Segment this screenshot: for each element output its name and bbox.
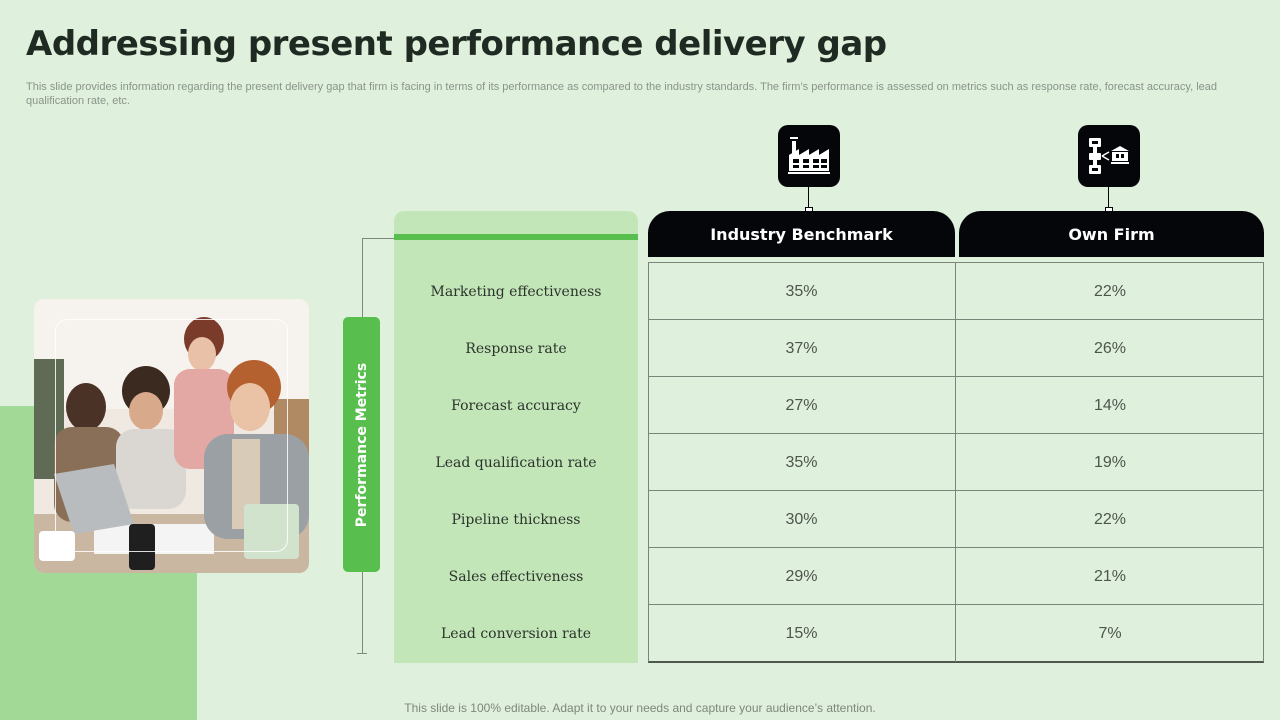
benchmark-value: 27% [785, 396, 818, 414]
metric-label: Marketing effectiveness [430, 283, 602, 300]
own-firm-value: 14% [1093, 396, 1127, 414]
metric-label: Response rate [465, 340, 567, 357]
metric-label: Lead qualification rate [435, 454, 597, 471]
performance-metrics-label: Performance Metrics [343, 317, 380, 572]
bracket-line-top [362, 238, 394, 239]
table-row-divider [648, 433, 1264, 434]
table-row-divider [648, 490, 1264, 491]
benchmark-connector [808, 187, 809, 207]
table-row-divider [648, 376, 1264, 377]
own-firm-value: 22% [1093, 282, 1127, 300]
benchmark-value: 35% [785, 453, 818, 471]
metrics-column [394, 211, 638, 663]
own-firm-value: 21% [1093, 567, 1127, 585]
footer-note: This slide is 100% editable. Adapt it to… [404, 701, 876, 715]
own-firm-value: 19% [1093, 453, 1127, 471]
comparison-table [648, 262, 1264, 663]
metric-label: Lead conversion rate [440, 625, 592, 642]
table-column-divider [955, 262, 956, 662]
benchmark-value: 15% [785, 624, 818, 642]
team-photo [34, 299, 309, 573]
header-industry-benchmark: Industry Benchmark [648, 211, 955, 257]
performance-metrics-text: Performance Metrics [353, 362, 370, 527]
page-subtitle: This slide provides information regardin… [26, 81, 1217, 107]
benchmark-value: 29% [785, 567, 818, 585]
benchmark-value: 37% [785, 339, 818, 357]
factory-icon [788, 137, 830, 174]
own-firm-value: 26% [1093, 339, 1127, 357]
photo-frame [55, 319, 288, 552]
metric-label: Forecast accuracy [451, 397, 581, 414]
table-row-divider [648, 547, 1264, 548]
own-firm-icon-box [1078, 125, 1140, 187]
metric-label: Pipeline thickness [451, 511, 581, 528]
benchmark-value: 30% [785, 510, 818, 528]
header-own-firm: Own Firm [959, 211, 1264, 257]
industry-benchmark-icon-box [778, 125, 840, 187]
supply-chain-icon [1089, 138, 1129, 174]
bracket-line-foot [357, 653, 367, 654]
metrics-accent-bar [394, 234, 638, 240]
own-firm-value: 7% [1098, 624, 1122, 642]
own-firm-connector [1108, 187, 1109, 207]
own-firm-value: 22% [1093, 510, 1127, 528]
table-row-divider [648, 319, 1264, 320]
metric-label: Sales effectiveness [448, 568, 584, 585]
page-title: Addressing present performance delivery … [26, 24, 887, 64]
table-row-divider [648, 604, 1264, 605]
benchmark-value: 35% [785, 282, 818, 300]
